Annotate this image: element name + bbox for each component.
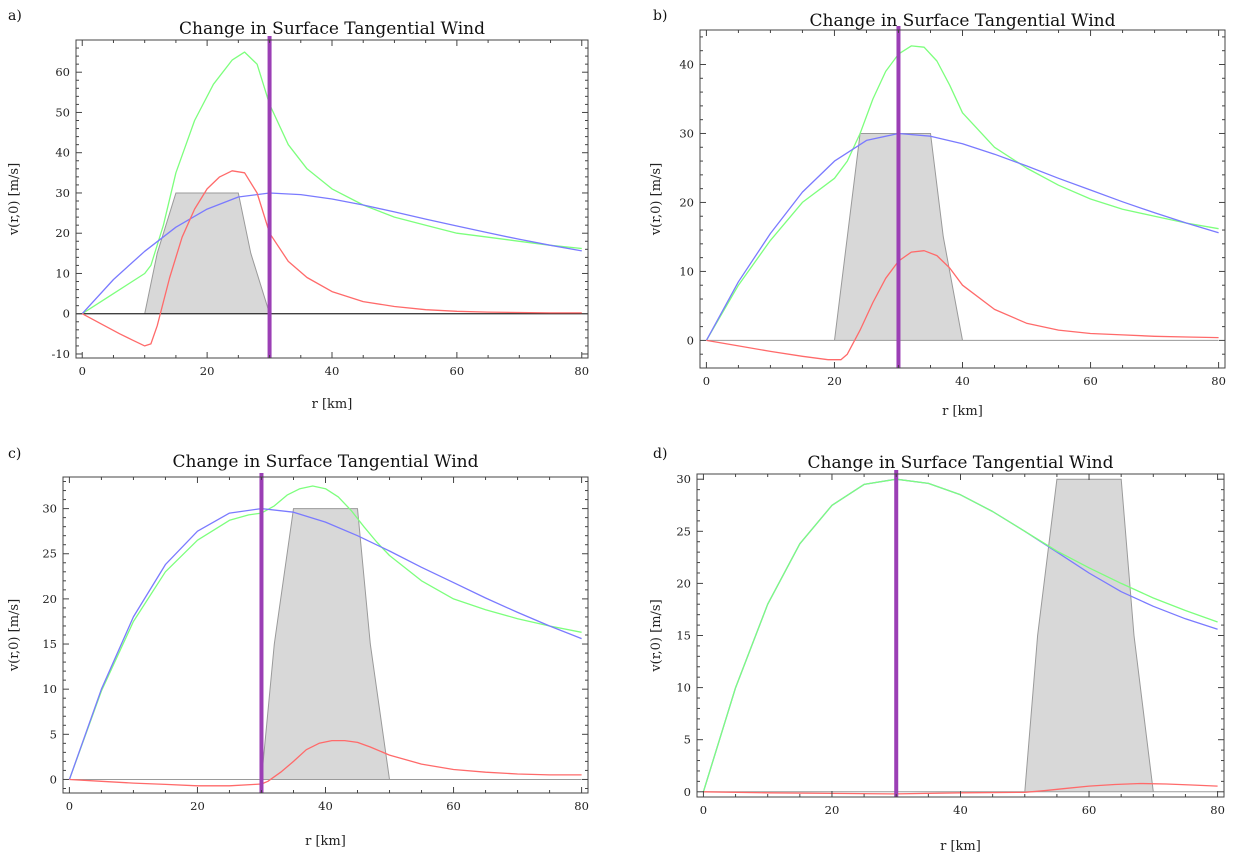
chart-title: Change in Surface Tangential Wind [179,19,485,39]
panel-label: a) [8,8,22,24]
shaded-region [69,508,582,780]
y-tick-label: 30 [679,126,694,140]
y-axis-label: v(r,0) [m/s] [649,163,664,236]
y-tick-label: 20 [42,592,57,606]
y-tick-label: 20 [55,226,70,240]
chart-title: Change in Surface Tangential Wind [810,11,1116,31]
y-tick-label: 15 [676,629,691,643]
x-tick-label: 80 [1211,374,1226,388]
y-tick-label: 30 [676,472,691,486]
y-tick-label: 30 [42,502,57,516]
chart-panel-b: b) Change in Surface Tangential Wind 0 20 40… [649,8,1226,419]
x-axis-label: r [km] [305,834,346,849]
y-axis-label: v(r,0) [m/s] [649,599,664,672]
y-tick-label: 10 [676,681,691,695]
series-line-red [706,250,1219,361]
series-line-blue [68,507,582,780]
y-tick-label: 0 [687,333,694,347]
y-tick-label: 50 [55,105,70,119]
shaded-region [706,133,1219,341]
x-tick-label: 0 [703,374,710,388]
x-tick-label: 20 [827,374,842,388]
x-axis-label: r [km] [942,404,983,419]
plot-area [68,485,582,787]
y-axis-label: v(r,0) [m/s] [7,599,22,672]
x-axis-label: r [km] [312,397,353,412]
series-line-red [81,170,582,347]
y-tick-label: 40 [679,57,694,71]
chart-title: Change in Surface Tangential Wind [173,452,479,472]
panel-label: c) [8,446,21,462]
x-tick-label: 60 [1083,374,1098,388]
y-tick-label: 0 [63,307,70,321]
plot-frame [699,29,1226,369]
x-tick-label: 60 [1082,803,1097,817]
x-tick-label: 80 [574,364,589,378]
x-tick-label: 40 [318,799,333,813]
plot-area [702,478,1218,795]
panel-label: b) [653,8,667,24]
x-tick-label: 40 [955,374,970,388]
series-line-green [705,45,1219,341]
plot-area [76,51,588,347]
x-tick-label: 80 [1210,803,1225,817]
y-tick-label: 10 [679,264,694,278]
shaded-region [82,192,582,315]
y-tick-label: 15 [42,637,57,651]
panel-label: d) [653,446,667,462]
y-tick-label: 20 [676,576,691,590]
x-tick-label: 60 [450,364,465,378]
x-tick-label: 60 [446,799,461,813]
series-line-blue [81,192,582,315]
y-tick-label: 0 [684,785,691,799]
y-tick-label: 5 [684,733,691,747]
x-tick-label: 40 [325,364,340,378]
x-tick-label: 40 [953,803,968,817]
x-tick-label: 20 [190,799,205,813]
chart-panel-a: a) Change in Surface Tangential Wind 0 20 40… [7,8,589,412]
x-tick-label: 80 [574,799,589,813]
y-tick-label: 5 [50,727,57,741]
chart-title: Change in Surface Tangential Wind [808,453,1114,473]
series-line-red [703,782,1218,795]
chart-panel-c: c) Change in Surface Tangential Wind 0 20 40… [7,446,589,849]
x-tick-label: 0 [79,364,86,378]
y-tick-label: 0 [50,772,57,786]
y-tick-label: 30 [55,186,70,200]
y-tick-label: 60 [55,65,70,79]
plot-area [705,45,1219,361]
y-axis-label: v(r,0) [m/s] [7,163,22,236]
x-tick-label: 0 [66,799,73,813]
y-tick-label: 10 [42,682,57,696]
series-line-green [702,478,1218,792]
y-tick-label: 10 [55,266,70,280]
y-tick-label: 25 [676,524,691,538]
y-tick-label: 20 [679,195,694,209]
series-line-red [69,739,582,787]
series-line-green [68,485,582,780]
x-axis-label: r [km] [940,839,981,854]
x-tick-label: 20 [200,364,215,378]
y-tick-label: -10 [51,347,70,361]
shaded-region [703,478,1218,793]
y-tick-label: 25 [42,547,57,561]
chart-panel-d: d) Change in Surface Tangential Wind 0 20 40… [649,446,1225,854]
y-tick-label: 40 [55,146,70,160]
x-tick-label: 0 [700,803,707,817]
series-line-blue [705,132,1219,341]
x-tick-label: 20 [825,803,840,817]
